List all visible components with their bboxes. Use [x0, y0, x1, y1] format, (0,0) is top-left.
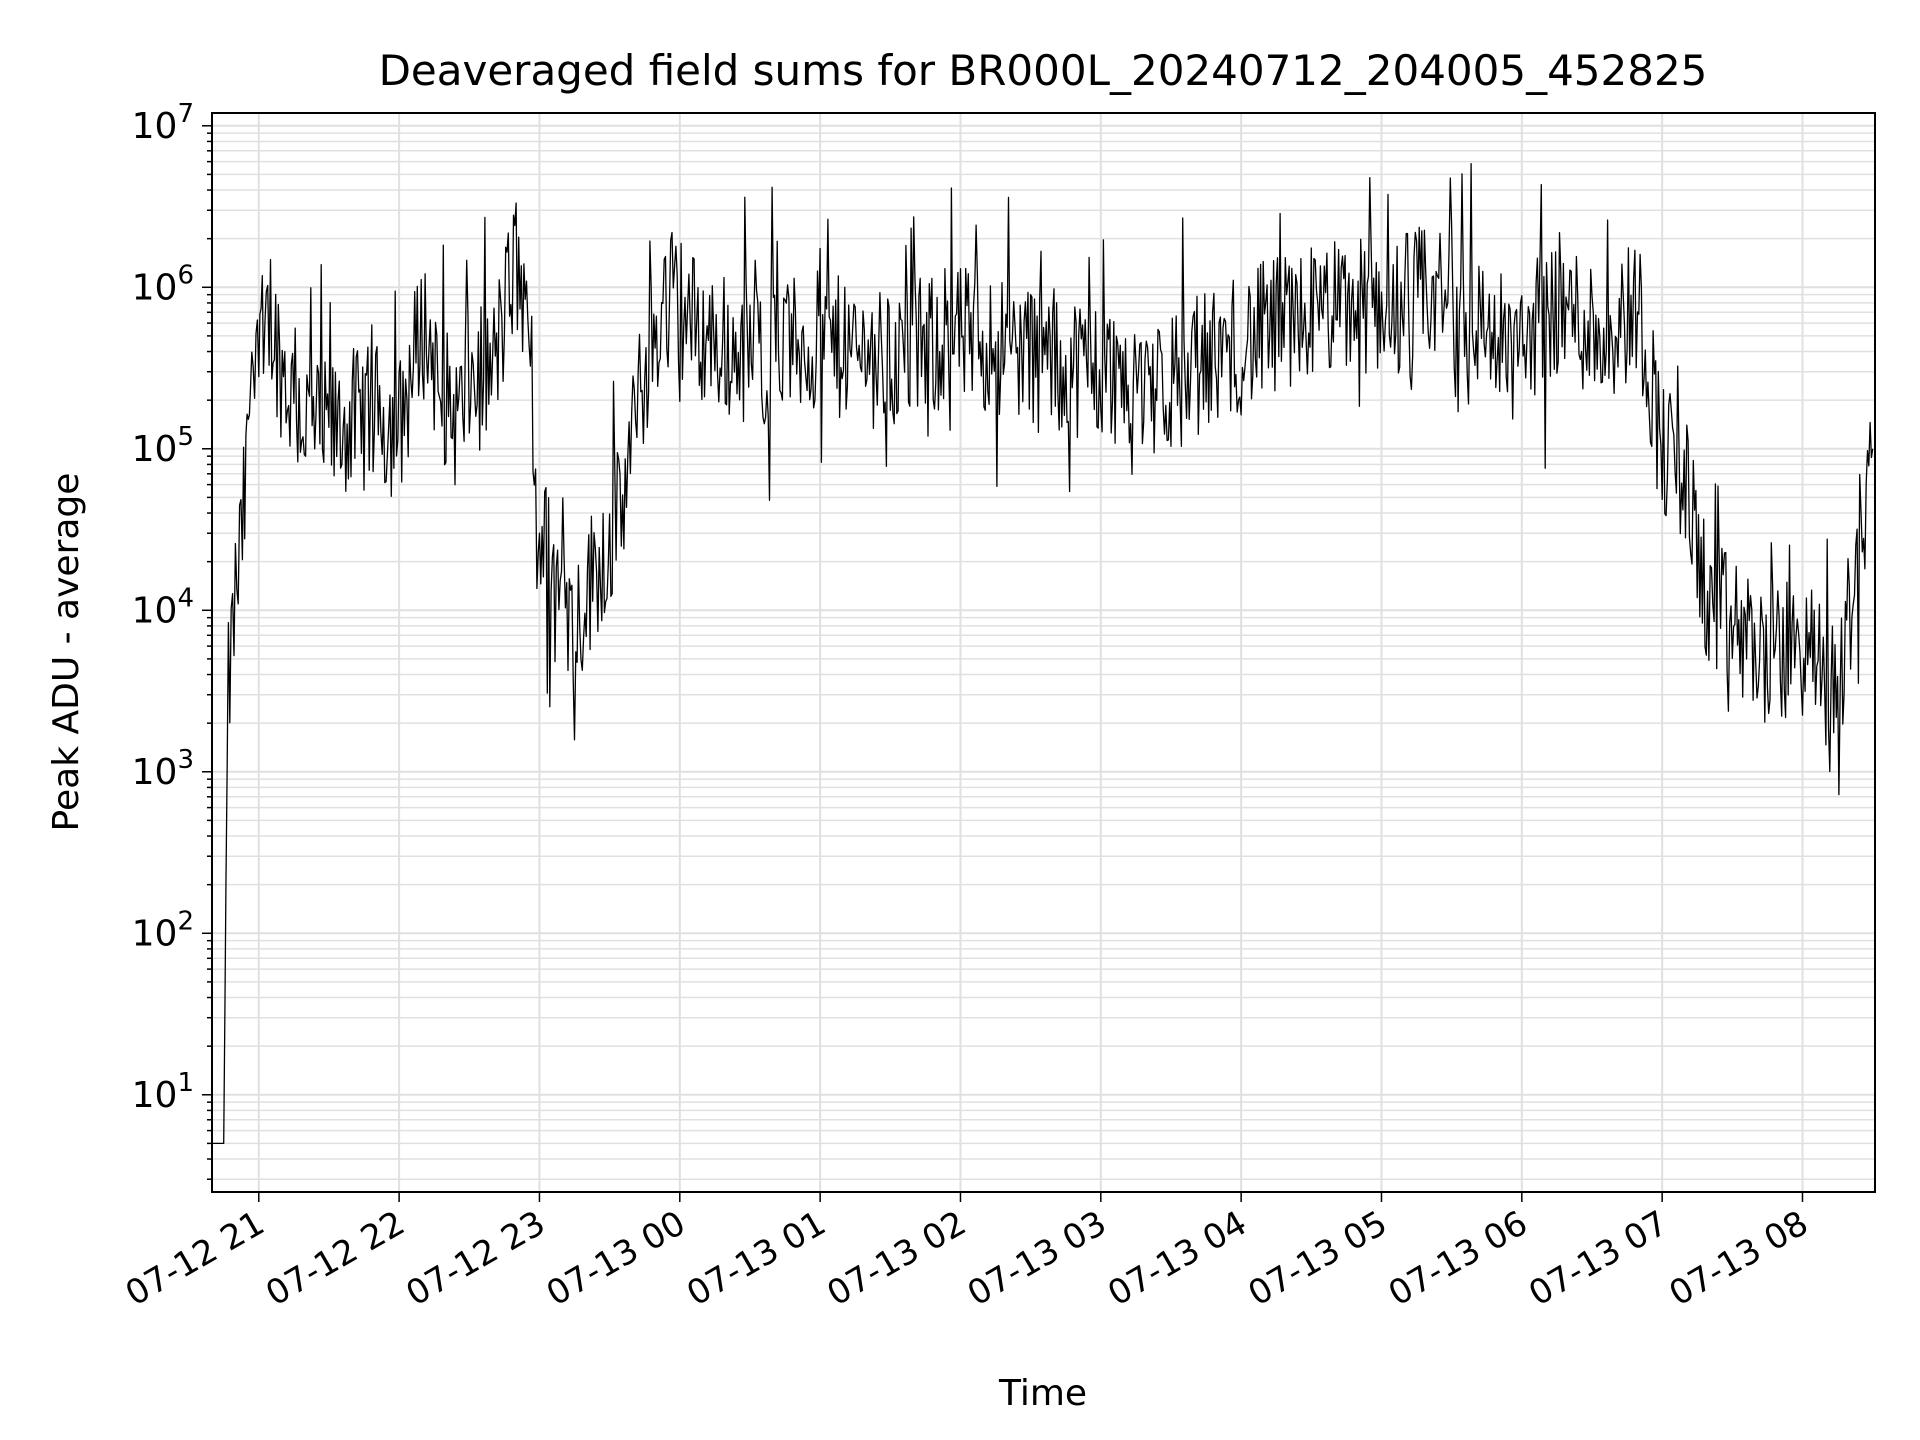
y-tick-label: 107 — [132, 99, 194, 147]
plot-area — [212, 162, 1874, 1145]
series-line — [212, 162, 1874, 1145]
x-axis-label: Time — [998, 1373, 1087, 1414]
chart-title: Deaveraged field sums for BR000L_2024071… — [379, 46, 1708, 95]
y-tick-label: 104 — [132, 583, 194, 631]
y-tick-label: 103 — [132, 745, 194, 793]
y-tick-label: 102 — [132, 906, 194, 954]
y-tick-label: 106 — [132, 260, 194, 308]
y-tick-label: 105 — [132, 422, 194, 470]
y-tick-label: 101 — [132, 1068, 194, 1116]
plot-frame — [211, 112, 1876, 1193]
grid — [212, 113, 1875, 1192]
y-axis: 101 102 103 104 105 106 107 — [132, 99, 212, 1180]
y-axis-label: Peak ADU - average — [46, 473, 87, 832]
